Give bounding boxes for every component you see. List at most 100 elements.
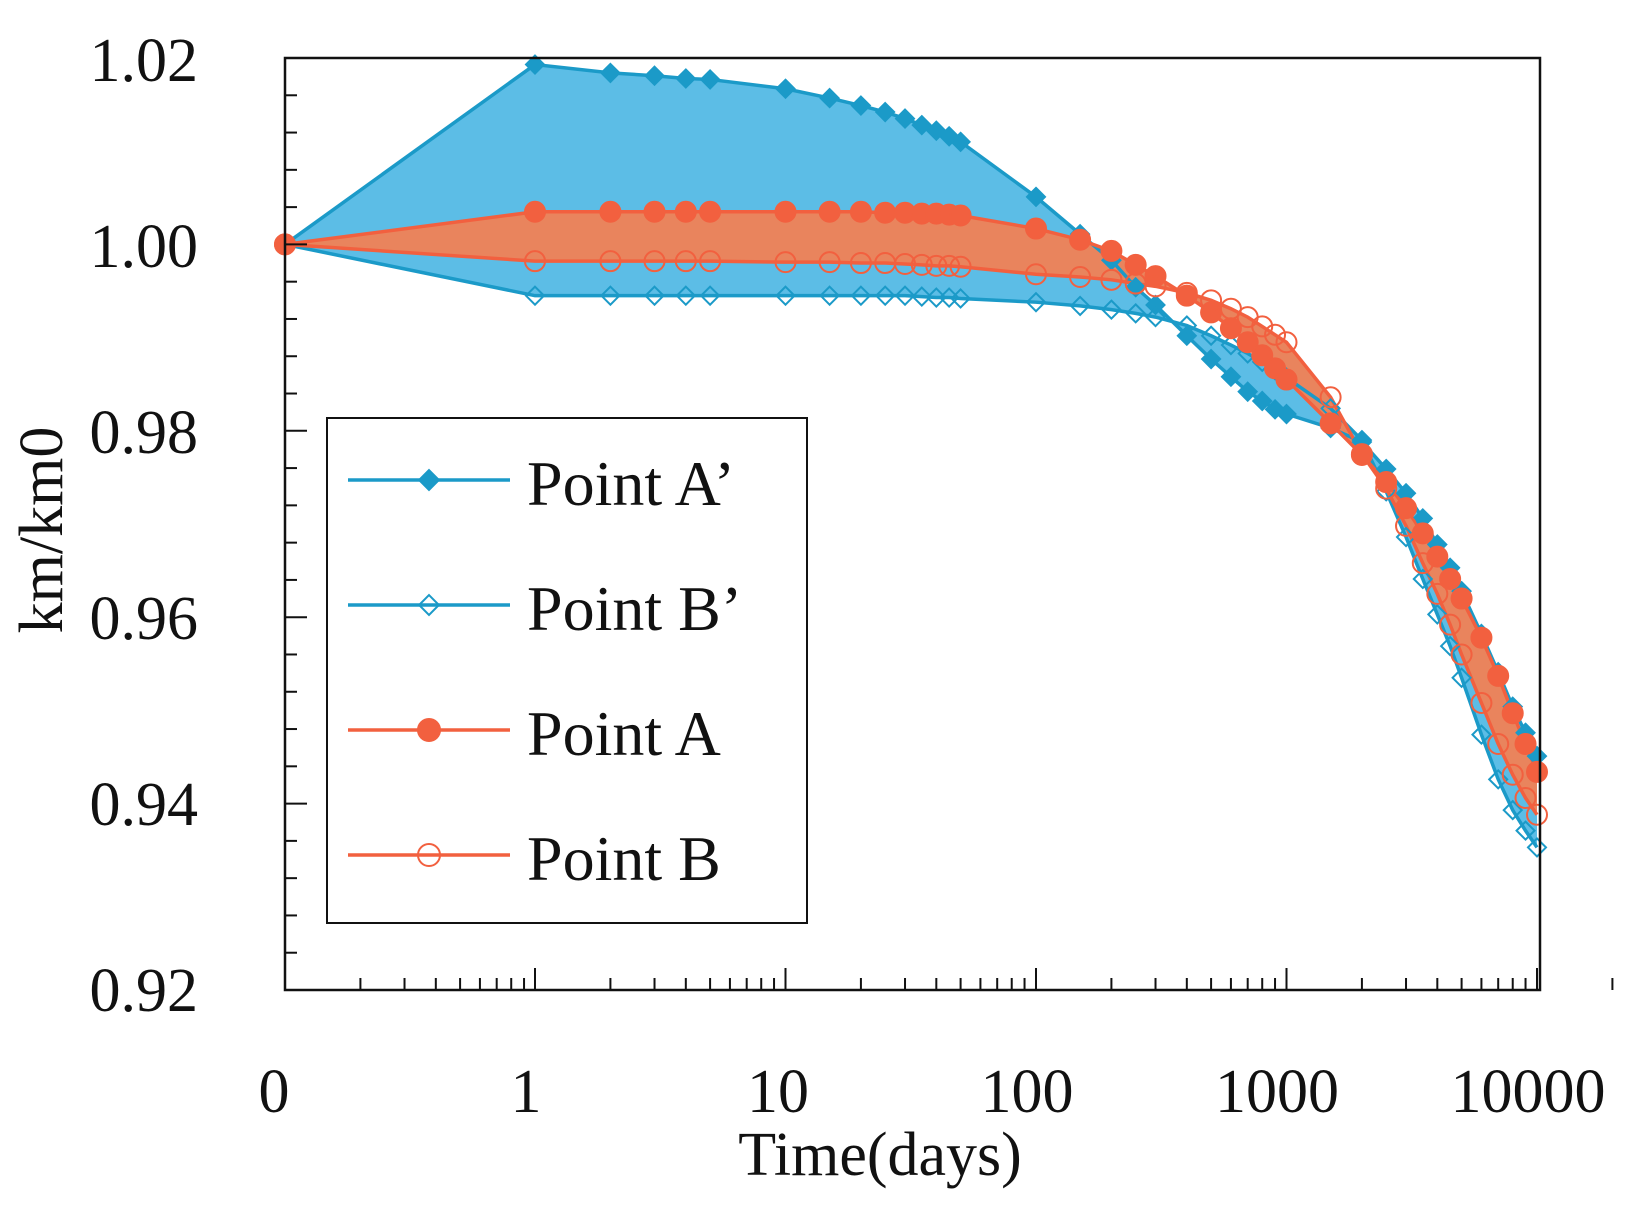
x-tick-labels: 0 1 10 100 1000 10000 — [259, 1058, 1606, 1126]
marker-b-20 — [1175, 281, 1198, 304]
marker-b-prime-20 — [1176, 315, 1198, 336]
marker-b-13 — [938, 254, 961, 277]
marker-a-prime-5 — [699, 69, 721, 90]
marker-a-5 — [699, 200, 722, 223]
marker-b-16 — [1069, 266, 1092, 289]
marker-b-2 — [599, 250, 622, 273]
marker-a-17 — [1100, 239, 1123, 262]
marker-b-prime-5 — [699, 285, 721, 307]
marker-b-29 — [1375, 477, 1398, 500]
series-line-b-prime — [284, 242, 1539, 849]
marker-b-prime-15 — [1025, 291, 1047, 313]
marker-b-28 — [1350, 443, 1373, 466]
marker-b-35 — [1470, 691, 1493, 714]
marker-b-4 — [674, 250, 697, 273]
marker-b-26 — [1275, 331, 1298, 354]
marker-b-prime-14 — [950, 288, 972, 309]
marker-a-39 — [1526, 760, 1548, 783]
marker-a-prime-2 — [599, 62, 621, 84]
y-tick-label-3: 0.98 — [90, 399, 199, 467]
marker-a-prime-24 — [1251, 390, 1273, 412]
marker-a-4 — [674, 200, 697, 223]
marker-b-21 — [1200, 289, 1223, 312]
marker-a-prime-21 — [1200, 348, 1222, 370]
marker-b-17 — [1100, 268, 1123, 291]
marker-b-prime-8 — [850, 285, 872, 307]
marker-a-9 — [874, 201, 897, 224]
marker-b-1 — [524, 250, 546, 273]
marker-a-36 — [1487, 664, 1510, 687]
x-tick-label-2: 10 — [747, 1058, 809, 1126]
marker-a-prime-7 — [819, 87, 841, 109]
x-tick-label-1: 1 — [511, 1058, 542, 1126]
marker-b-prime-11 — [911, 286, 933, 308]
marker-a-14 — [949, 204, 972, 227]
y-tick-label-2: 0.96 — [90, 585, 199, 653]
marker-a-prime-8 — [850, 95, 872, 116]
marker-a-27 — [1319, 412, 1342, 435]
marker-a-35 — [1470, 626, 1493, 649]
marker-a-prime-22 — [1220, 366, 1242, 388]
marker-b-5 — [699, 250, 722, 273]
x-tick-label-5: 10000 — [1451, 1058, 1606, 1126]
marker-b-37 — [1501, 763, 1524, 786]
marker-b-11 — [910, 253, 933, 276]
marker-b-32 — [1426, 582, 1449, 605]
marker-a-29 — [1375, 471, 1398, 494]
y-tick-label-0: 0.92 — [90, 957, 199, 1025]
marker-a-prime-15 — [1025, 186, 1047, 208]
marker-a-prime-10 — [894, 108, 916, 129]
marker-a-26 — [1275, 368, 1298, 391]
marker-a-16 — [1069, 228, 1092, 251]
marker-b-27 — [1319, 386, 1342, 409]
marker-a-15 — [1025, 217, 1047, 240]
marker-a-prime-1 — [524, 54, 546, 75]
marker-b-prime-21 — [1200, 325, 1222, 347]
marker-b-prime-33 — [1439, 635, 1461, 657]
x-axis-title: Time(days) — [738, 1121, 1022, 1189]
marker-b-39 — [1526, 803, 1548, 826]
marker-a-prime-6 — [775, 78, 796, 100]
marker-b-prime-39 — [1526, 836, 1548, 858]
marker-b-15 — [1025, 263, 1047, 286]
legend-marker-b — [417, 843, 441, 867]
marker-a-prime-13 — [938, 125, 960, 147]
legend-label-b-prime: Point B’ — [527, 573, 742, 644]
y-tick-labels: 0.92 0.94 0.96 0.98 1.00 1.02 — [90, 27, 199, 1025]
marker-a-7 — [818, 200, 841, 223]
series-line-b — [284, 242, 1539, 816]
marker-a-30 — [1395, 497, 1418, 520]
x-tick-label-3: 100 — [981, 1058, 1074, 1126]
marker-a-24 — [1251, 344, 1274, 367]
marker-b-3 — [643, 250, 666, 273]
marker-a-38 — [1514, 732, 1537, 755]
legend-marker-b-prime — [417, 593, 441, 617]
marker-b-25 — [1264, 323, 1287, 346]
marker-b-31 — [1411, 552, 1434, 575]
marker-a-prime-26 — [1276, 403, 1297, 425]
marker-a-37 — [1501, 702, 1524, 725]
marker-b-prime-4 — [675, 285, 697, 307]
legend-marker-a — [417, 718, 441, 742]
marker-b-prime-1 — [524, 285, 546, 307]
marker-b-prime-3 — [644, 285, 665, 307]
marker-a-2 — [599, 200, 622, 223]
marker-b-6 — [774, 251, 797, 274]
marker-b-prime-16 — [1069, 295, 1091, 317]
marker-b-prime-18 — [1125, 302, 1147, 324]
marker-b-prime-35 — [1471, 724, 1492, 746]
marker-b-prime-6 — [775, 285, 796, 307]
marker-b-prime-31 — [1412, 568, 1434, 590]
marker-b-prime-2 — [599, 285, 621, 307]
marker-a-prime-3 — [644, 65, 665, 87]
marker-b-38 — [1514, 787, 1537, 810]
y-tick-label-1: 0.94 — [90, 771, 199, 839]
x-tick-label-4: 1000 — [1215, 1058, 1339, 1126]
legend-marker-a-prime — [417, 468, 441, 492]
y-axis-title: km/km0 — [8, 427, 76, 634]
legend-keys — [348, 468, 510, 867]
marker-b-33 — [1439, 613, 1462, 636]
marker-a-prime-9 — [874, 101, 896, 123]
marker-b-prime-19 — [1145, 306, 1166, 328]
